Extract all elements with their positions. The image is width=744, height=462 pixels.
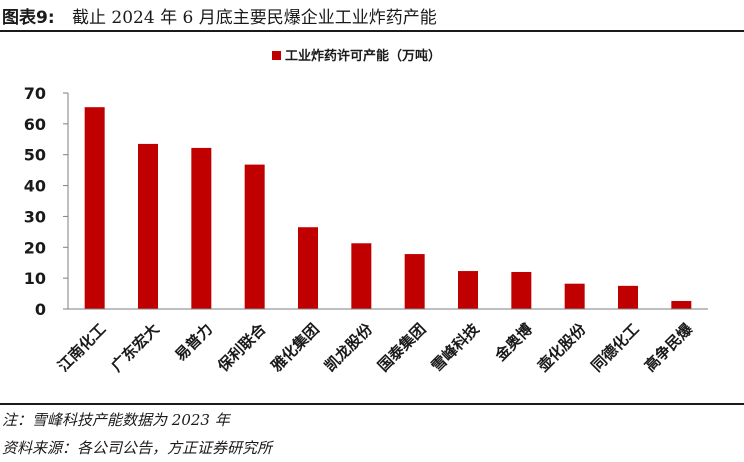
legend-swatch	[272, 51, 281, 60]
x-tick-label: 金奥博	[491, 320, 536, 365]
bar	[244, 164, 265, 309]
x-tick-label: 同德化工	[588, 320, 643, 375]
figure-title-row: 图表9: 截止 2024 年 6 月底主要民爆企业工业炸药产能	[0, 0, 744, 28]
x-tick-label: 国泰集团	[374, 320, 429, 375]
y-axis: 0 10 20 30 40 50 60 70	[24, 84, 69, 319]
y-tick-label: 0	[35, 300, 46, 319]
bars	[84, 107, 692, 310]
figure-label: 图表9:	[2, 8, 55, 28]
x-tick-label: 雅化集团	[267, 320, 323, 376]
x-tick-label: 江南化工	[54, 320, 109, 375]
bar	[671, 300, 692, 309]
bar	[618, 285, 638, 309]
y-tick-label: 40	[24, 177, 46, 196]
bar	[351, 243, 372, 309]
bar	[298, 227, 318, 309]
bar	[138, 143, 158, 309]
y-tick-label: 30	[24, 207, 46, 226]
x-tick-label: 凯龙股份	[321, 319, 377, 375]
x-tick-label: 雪峰科技	[428, 319, 484, 375]
y-tick-label: 20	[24, 238, 46, 257]
y-tick-label: 70	[24, 84, 46, 103]
top-rule	[0, 30, 744, 32]
y-tick-label: 50	[24, 146, 46, 165]
bar	[458, 271, 478, 309]
bar	[84, 107, 105, 310]
legend: 工业炸药许可产能（万吨）	[272, 48, 441, 64]
bar	[191, 147, 212, 309]
y-tick-label: 10	[24, 269, 46, 288]
bar	[511, 271, 532, 309]
bar	[564, 283, 585, 309]
x-tick-label: 壶化股份	[534, 319, 590, 375]
y-tick-label: 60	[24, 115, 46, 134]
x-tick-label: 高争民爆	[641, 319, 697, 375]
legend-label: 工业炸药许可产能（万吨）	[285, 48, 441, 64]
figure-title: 截止 2024 年 6 月底主要民爆企业工业炸药产能	[72, 8, 437, 28]
bar	[404, 254, 425, 309]
source-note: 资料来源：各公司公告，方正证券研究所	[2, 439, 273, 457]
bottom-rule	[0, 403, 744, 405]
x-tick-label: 广东宏大	[108, 320, 163, 375]
x-tick-label: 保利联合	[214, 319, 271, 376]
footnote: 注：雪峰科技产能数据为 2023 年	[2, 411, 230, 429]
x-tick-label: 易普力	[172, 320, 217, 365]
